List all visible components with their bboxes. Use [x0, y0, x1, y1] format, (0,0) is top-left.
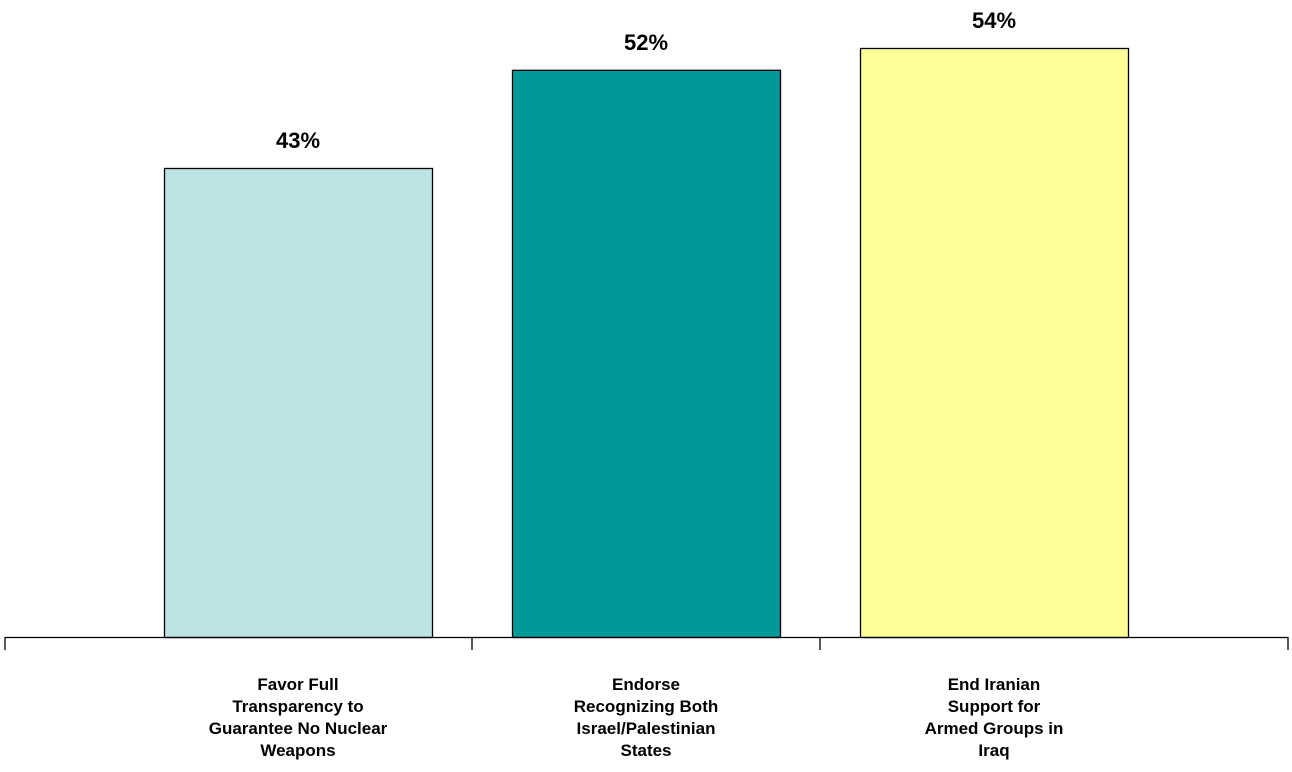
bars-group	[163, 47, 1130, 639]
category-label-3-line-4: Iraq	[978, 741, 1009, 760]
value-label-2: 52%	[624, 30, 668, 55]
category-label-1-line-4: Weapons	[260, 741, 335, 760]
category-label-3-line-1: End Iranian	[948, 675, 1041, 694]
value-label-3: 54%	[972, 8, 1016, 33]
bar-2	[511, 69, 782, 639]
category-labels-group: Favor Full Transparency to Guarantee No Nu…	[209, 675, 1064, 760]
category-label-1-line-3: Guarantee No Nuclear	[209, 719, 388, 738]
bar-3	[859, 47, 1130, 639]
category-label-1-line-2: Transparency to	[232, 697, 363, 716]
value-label-1: 43%	[276, 128, 320, 153]
category-label-1-line-1: Favor Full	[257, 675, 338, 694]
category-label-3-line-2: Support for	[948, 697, 1041, 716]
value-labels-group: 43% 52% 54%	[276, 8, 1016, 153]
category-label-2-line-1: Endorse	[612, 675, 680, 694]
category-label-2-line-3: Israel/Palestinian	[577, 719, 716, 738]
category-label-1: Favor Full Transparency to Guarantee No Nu…	[209, 675, 388, 760]
category-label-2-line-4: States	[620, 741, 671, 760]
category-label-3-line-3: Armed Groups in	[925, 719, 1064, 738]
bar-1	[163, 167, 434, 639]
category-label-3: End Iranian Support for Armed Groups in Ira…	[925, 675, 1064, 760]
category-label-2-line-2: Recognizing Both	[574, 697, 718, 716]
category-label-2: Endorse Recognizing Both Israel/Palestinia…	[574, 675, 718, 760]
x-axis	[4, 636, 1289, 650]
